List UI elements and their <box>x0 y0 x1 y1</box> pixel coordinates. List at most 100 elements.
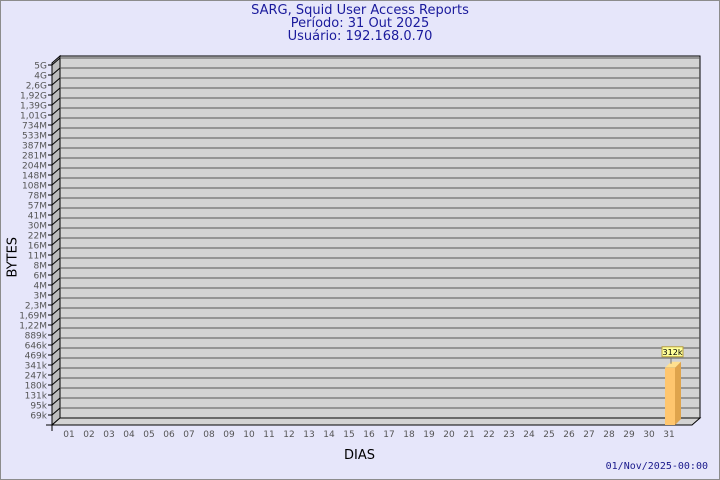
y-tick-diagonal <box>51 247 61 256</box>
y-tick-diagonal <box>51 87 61 96</box>
x-tick-label: 05 <box>143 430 154 440</box>
y-tick-label: 16M <box>28 242 47 252</box>
x-tick-label: 01 <box>63 430 74 440</box>
floor <box>50 417 702 426</box>
y-tick-label: 469k <box>25 352 48 362</box>
x-tick-label: 09 <box>223 430 235 440</box>
x-tick-label: 19 <box>423 430 435 440</box>
y-tick-diagonal <box>51 407 61 416</box>
bar <box>665 367 675 425</box>
y-tick-label: 387M <box>22 142 47 152</box>
y-tick-label: 69k <box>30 412 47 422</box>
x-tick-label: 25 <box>543 430 554 440</box>
x-tick-label: 06 <box>163 430 175 440</box>
x-tick-label: 31 <box>663 430 674 440</box>
y-tick-diagonal <box>51 227 61 236</box>
x-tick-label: 12 <box>283 430 294 440</box>
y-tick-label: 5G <box>34 62 47 72</box>
y-tick-diagonal <box>51 197 61 206</box>
y-tick-diagonal <box>51 207 61 216</box>
x-tick-label: 13 <box>303 430 314 440</box>
x-tick-label: 20 <box>443 430 455 440</box>
chart-user: Usuário: 192.168.0.70 <box>287 29 433 44</box>
y-tick-diagonal <box>51 287 61 296</box>
y-tick-label: 1,92G <box>20 92 47 102</box>
y-tick-diagonal <box>51 57 61 66</box>
chart-period: Período: 31 Out 2025 <box>290 16 430 31</box>
bar-top <box>665 361 681 368</box>
y-tick-label: 30M <box>28 222 47 232</box>
y-tick-diagonal <box>51 77 61 86</box>
x-tick-label: 17 <box>383 430 394 440</box>
y-tick-label: 4G <box>34 72 47 82</box>
x-tick-label: 11 <box>263 430 274 440</box>
y-tick-label: 734M <box>22 122 47 132</box>
timestamp: 01/Nov/2025-00:00 <box>605 461 708 472</box>
x-axis-label: DIAS <box>344 448 375 463</box>
y-tick-label: 148M <box>22 172 47 182</box>
y-tick-label: 22M <box>28 232 47 242</box>
y-tick-diagonal <box>51 277 61 286</box>
y-tick-label: 108M <box>22 182 47 192</box>
y-tick-diagonal <box>51 237 61 246</box>
y-tick-label: 341k <box>25 362 48 372</box>
x-tick-label: 21 <box>463 430 474 440</box>
y-tick-label: 281M <box>22 152 47 162</box>
x-tick-label: 08 <box>203 430 215 440</box>
y-tick-diagonal <box>51 187 61 196</box>
y-tick-label: 247k <box>25 372 48 382</box>
y-tick-label: 4M <box>34 282 48 292</box>
y-tick-diagonal <box>51 217 61 226</box>
x-tick-label: 07 <box>183 430 194 440</box>
x-tick-label: 15 <box>343 430 354 440</box>
y-tick-label: 646k <box>25 342 48 352</box>
y-tick-label: 2,3M <box>25 302 47 312</box>
y-tick-diagonal <box>51 177 61 186</box>
bar-side <box>675 361 681 425</box>
y-tick-label: 533M <box>22 132 47 142</box>
y-tick-diagonal <box>51 147 61 156</box>
y-tick-diagonal <box>51 367 61 376</box>
x-tick-label: 10 <box>243 430 255 440</box>
y-tick-label: 78M <box>28 192 47 202</box>
y-tick-label: 95k <box>30 402 47 412</box>
y-tick-label: 57M <box>28 202 47 212</box>
y-tick-diagonal <box>51 257 61 266</box>
x-tick-label: 27 <box>583 430 594 440</box>
y-tick-diagonal <box>51 267 61 276</box>
y-tick-diagonal <box>51 67 61 76</box>
y-tick-diagonal <box>51 307 61 316</box>
y-tick-label: 11M <box>28 252 47 262</box>
y-tick-diagonal <box>51 347 61 356</box>
x-tick-label: 23 <box>503 430 514 440</box>
y-tick-diagonal <box>51 387 61 396</box>
y-tick-diagonal <box>51 397 61 406</box>
x-tick-label: 18 <box>403 430 415 440</box>
y-tick-label: 2,6G <box>26 82 47 92</box>
y-tick-diagonal <box>51 137 61 146</box>
y-tick-diagonal <box>51 127 61 136</box>
x-tick-label: 30 <box>643 430 655 440</box>
x-tick-label: 29 <box>623 430 635 440</box>
y-tick-diagonal <box>51 327 61 336</box>
y-tick-label: 1,22M <box>19 322 47 332</box>
y-tick-diagonal <box>51 167 61 176</box>
y-tick-diagonal <box>51 107 61 116</box>
x-tick-label: 04 <box>123 430 135 440</box>
y-tick-diagonal <box>51 317 61 326</box>
y-tick-label: 204M <box>22 162 47 172</box>
y-tick-label: 131k <box>25 392 48 402</box>
y-tick-label: 1,01G <box>20 112 47 122</box>
y-tick-label: 6M <box>34 272 48 282</box>
y-tick-label: 180k <box>25 382 48 392</box>
back-wall <box>59 55 701 419</box>
y-tick-diagonal <box>51 157 61 166</box>
y-axis-label: BYTES <box>5 236 21 278</box>
y-tick-diagonal <box>51 97 61 106</box>
y-tick-label: 41M <box>28 212 47 222</box>
x-tick-label: 26 <box>563 430 575 440</box>
x-tick-label: 16 <box>363 430 375 440</box>
x-tick-label: 02 <box>83 430 94 440</box>
x-tick-label: 03 <box>103 430 114 440</box>
